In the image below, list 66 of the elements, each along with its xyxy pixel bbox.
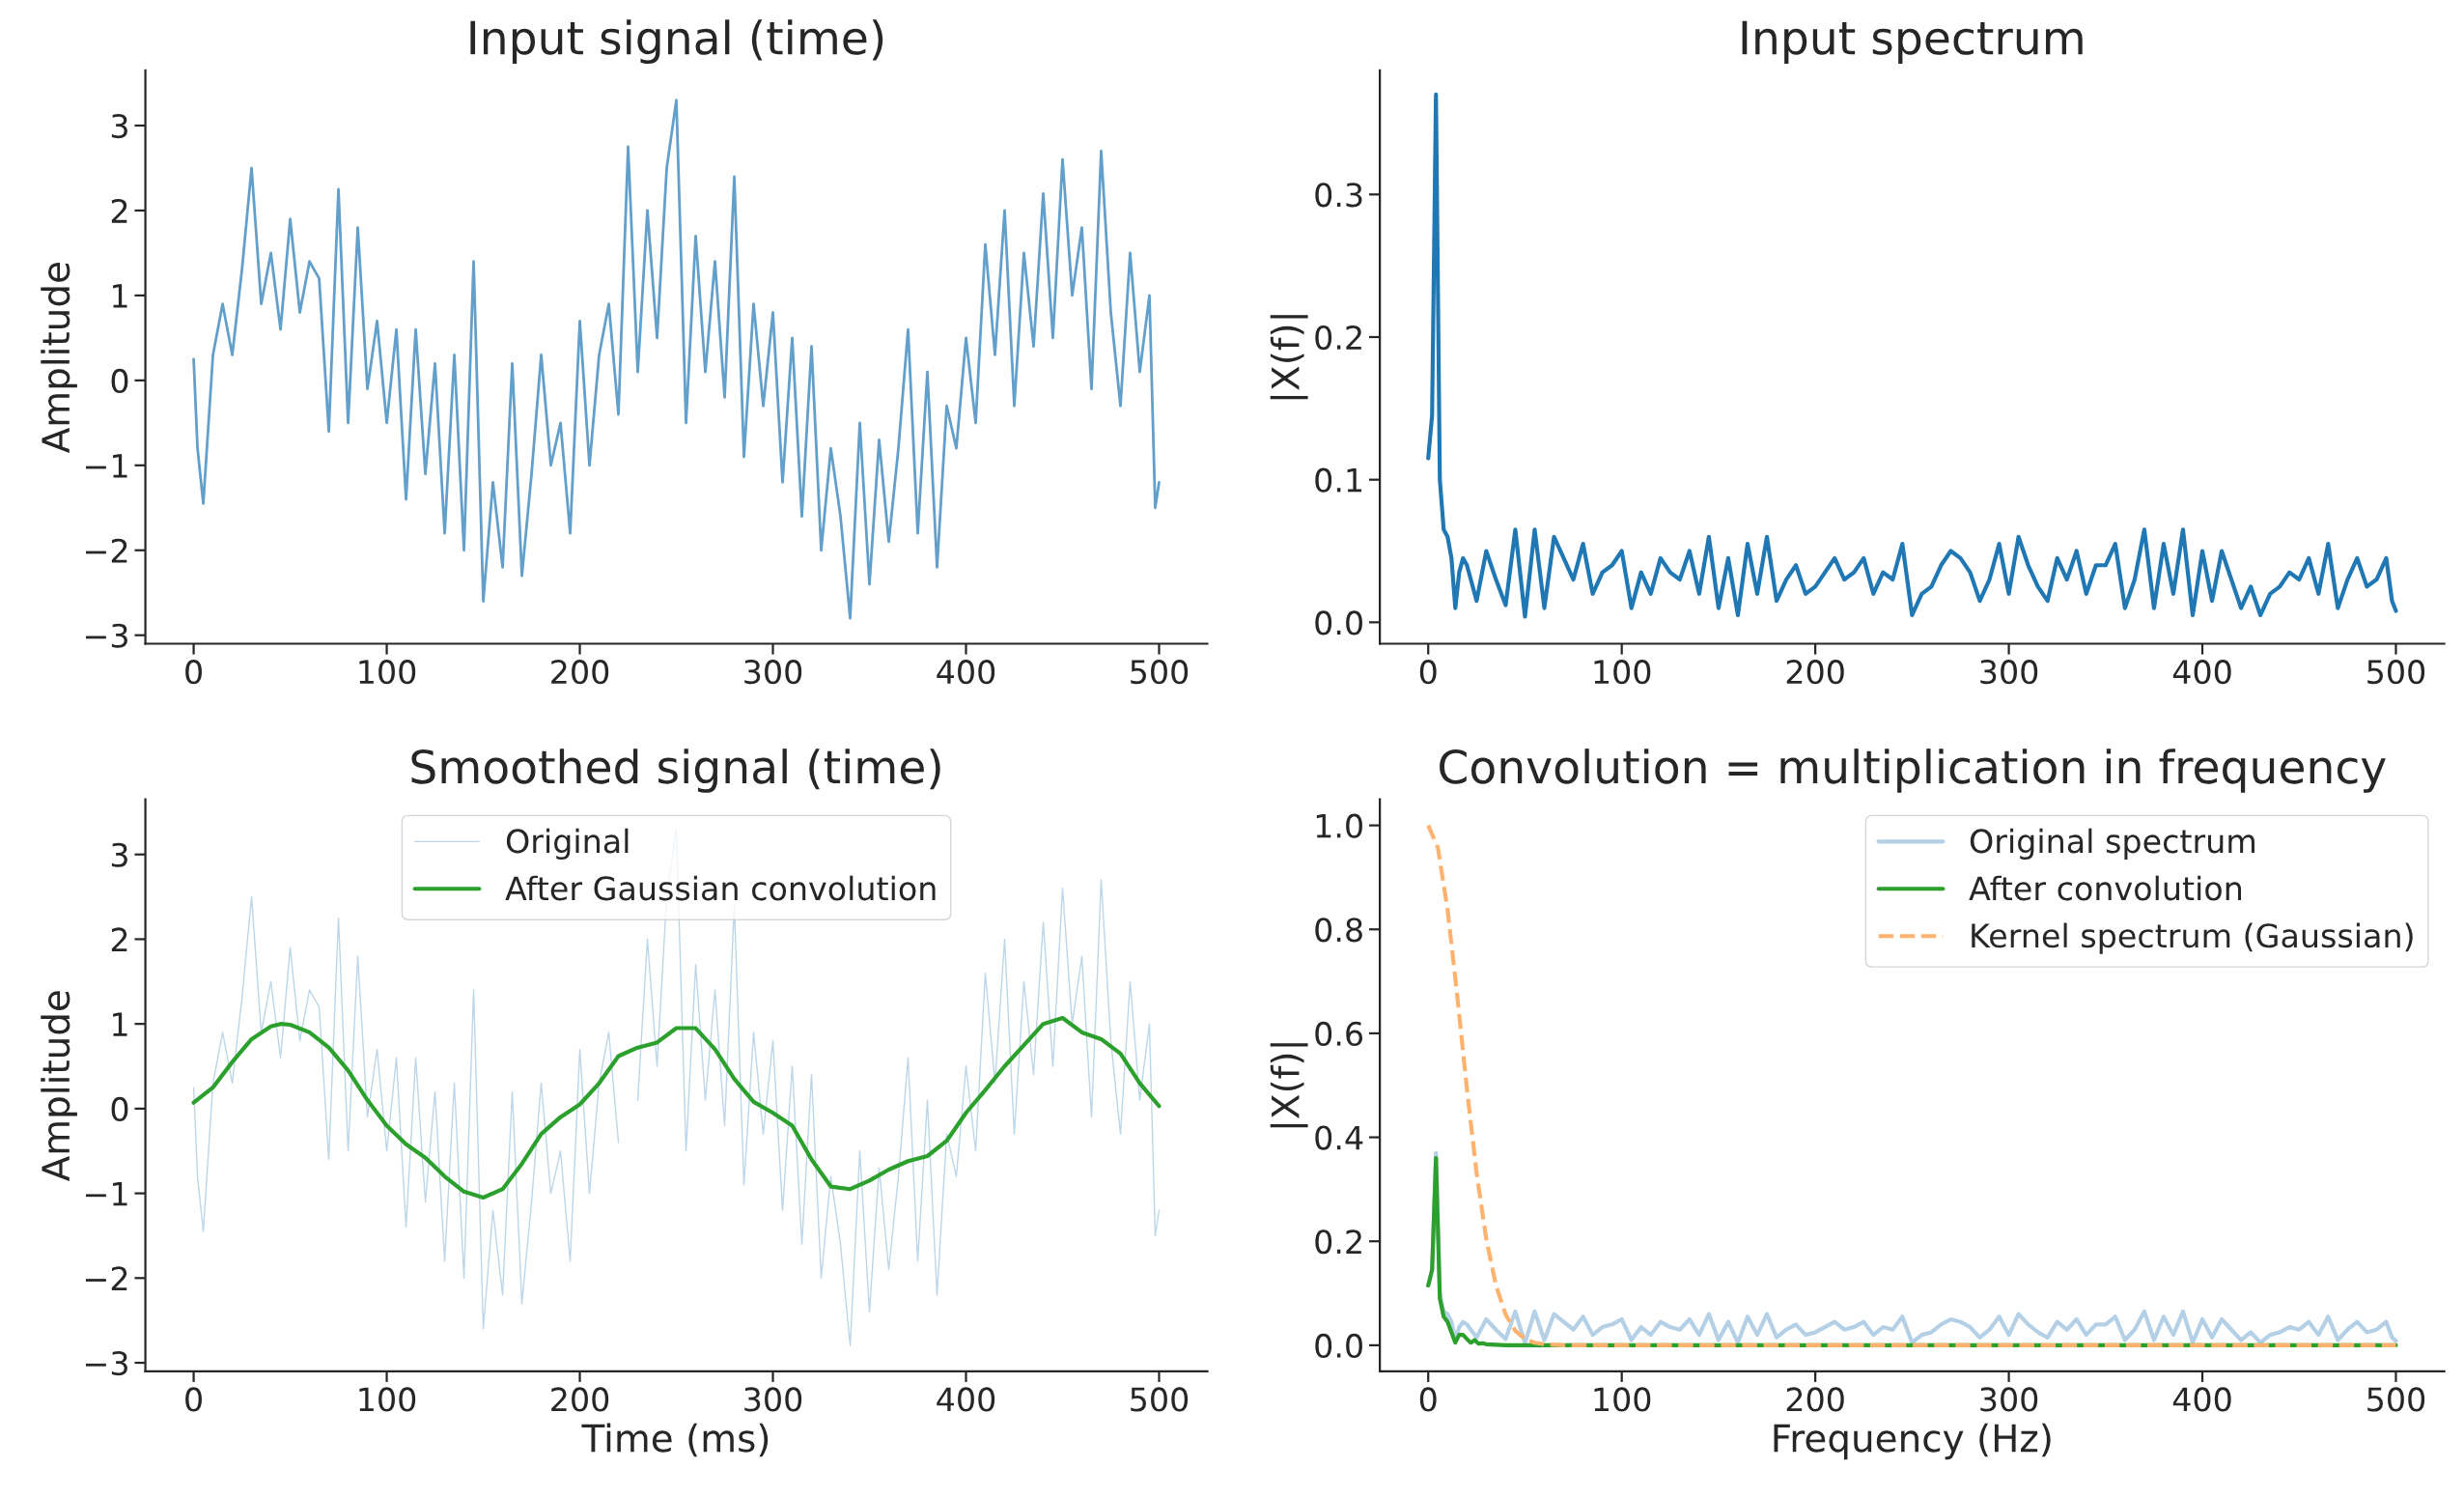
x-tick-label: 0 xyxy=(1419,660,1437,685)
x-tick-label: 400 xyxy=(2172,660,2231,685)
y-tick-label: 0.4 xyxy=(1315,1125,1363,1150)
y-tick-label: 1 xyxy=(113,284,127,308)
line-series xyxy=(1426,92,2398,619)
x-axis-title: Frequency (Hz) xyxy=(1774,1423,2051,1460)
x-tick-label: 300 xyxy=(1980,660,2038,685)
x-tick-label: 200 xyxy=(1786,1387,1844,1412)
x-tick-label: 500 xyxy=(2367,660,2425,685)
x-tick-label: 500 xyxy=(1131,1387,1189,1412)
y-tick-label: 1.0 xyxy=(1316,813,1362,838)
y-tick-label: 0.0 xyxy=(1315,610,1362,636)
y-tick-label: 0.2 xyxy=(1315,1229,1361,1255)
x-tick-label: 400 xyxy=(937,1387,995,1412)
y-tick-label: 0.0 xyxy=(1315,1333,1362,1359)
y-tick-label: 3 xyxy=(111,842,127,867)
legend-label: After convolution xyxy=(1969,875,2242,901)
y-tick-label: 0 xyxy=(111,1096,128,1122)
y-tick-label: 1 xyxy=(113,1012,127,1036)
x-tick-label: 500 xyxy=(2367,1387,2425,1412)
x-tick-label: 0 xyxy=(185,660,202,685)
y-tick-label: 0.8 xyxy=(1315,918,1362,943)
y-tick-label: 0 xyxy=(111,368,128,393)
x-tick-label: 400 xyxy=(937,660,995,685)
legend-label: Original spectrum xyxy=(1970,828,2254,860)
y-tick-label: 0.3 xyxy=(1315,183,1362,208)
x-tick-label: 300 xyxy=(744,1387,802,1412)
y-tick-label: −1 xyxy=(85,454,127,478)
line-series xyxy=(192,99,1161,620)
chart-title: Input spectrum xyxy=(1742,20,2083,64)
y-axis-title: |X(f)| xyxy=(1270,315,1308,400)
x-tick-label: 100 xyxy=(359,1387,416,1412)
chart-title: Smoothed signal (time) xyxy=(411,748,940,793)
x-tick-label: 0 xyxy=(185,1387,202,1412)
x-tick-label: 400 xyxy=(2172,1387,2231,1412)
y-tick-label: 3 xyxy=(111,113,127,139)
y-tick-label: 0.2 xyxy=(1315,325,1361,351)
x-tick-label: 500 xyxy=(1131,660,1189,685)
chart-title: Convolution = multiplication in frequency xyxy=(1440,748,2386,793)
x-tick-label: 100 xyxy=(1594,660,1651,685)
x-tick-label: 200 xyxy=(1786,660,1844,685)
legend-label: Kernel spectrum (Gaussian) xyxy=(1972,922,2413,954)
y-axis-title: Amplitude xyxy=(41,991,77,1182)
x-tick-label: 300 xyxy=(1980,1387,2038,1412)
legend-label: After Gaussian convolution xyxy=(505,875,936,901)
y-tick-label: 2 xyxy=(111,198,127,223)
x-tick-label: 200 xyxy=(551,1387,609,1412)
y-axis-title: |X(f)| xyxy=(1270,1043,1308,1128)
y-axis-title: Amplitude xyxy=(41,263,77,454)
y-tick-label: 0.1 xyxy=(1315,467,1362,493)
y-tick-label: 0.6 xyxy=(1315,1021,1363,1047)
x-tick-label: 100 xyxy=(359,660,416,685)
y-tick-label: −3 xyxy=(85,1350,127,1376)
x-axis-title: Time (ms) xyxy=(581,1423,769,1457)
x-tick-label: 200 xyxy=(551,660,609,685)
legend-label: Original xyxy=(506,828,629,860)
y-tick-label: −2 xyxy=(85,538,127,563)
y-tick-label: −3 xyxy=(85,623,127,648)
y-tick-label: −1 xyxy=(85,1181,127,1206)
x-tick-label: 0 xyxy=(1419,1387,1437,1412)
x-tick-label: 100 xyxy=(1594,1387,1651,1412)
y-tick-label: 2 xyxy=(111,927,127,952)
y-tick-label: −2 xyxy=(85,1266,127,1290)
x-tick-label: 300 xyxy=(744,660,802,685)
line-series xyxy=(191,1015,1162,1200)
chart-title: Input signal (time) xyxy=(470,19,883,64)
